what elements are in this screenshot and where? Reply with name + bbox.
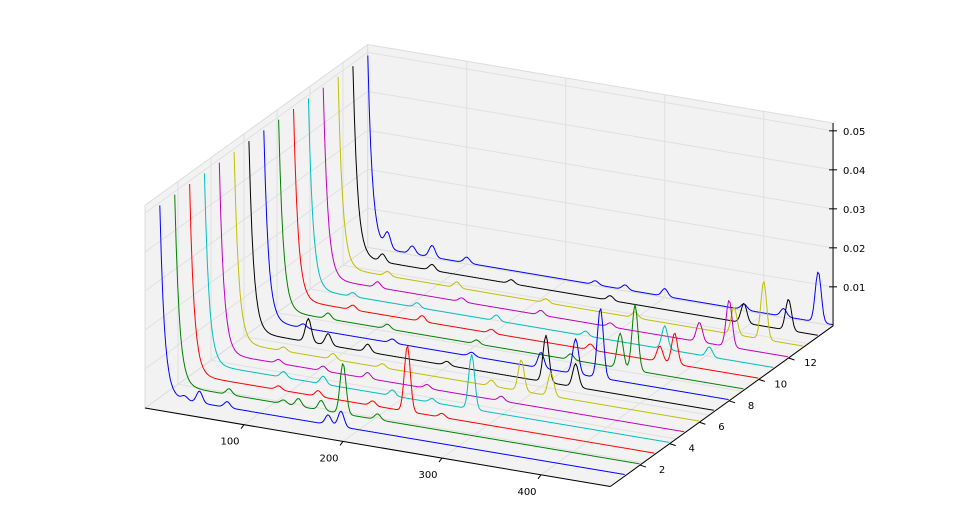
x-axis-line [144,407,611,487]
y-tick-label: 8 [748,401,754,412]
series-line-15 [367,55,833,326]
tick-group: 100 200 300 400 2 4 6 8 10 12 0.01 0.02 0.03 0.04 0.05 [220,127,865,498]
y-tick-mark [639,464,647,468]
y-tick-label: 12 [804,358,817,369]
z-tick-label: 0.04 [843,166,865,177]
grid-line-z [144,207,369,370]
x-tick-label: 100 [220,437,239,448]
grid-line-x [342,280,567,442]
x-tick-mark [537,474,542,480]
series-line-12 [322,87,789,358]
z-tick-label: 0.03 [843,205,865,216]
grid-line-z [367,129,834,210]
series-line-1 [159,205,625,475]
grid-line-y [276,312,743,392]
series-line-7 [248,141,714,411]
grid-line-y [177,383,644,464]
x-tick-mark [438,457,443,463]
y-tick-mark [669,443,676,447]
grid-line-z [144,90,369,253]
x-tick-mark [339,441,344,446]
grid-line-z [144,129,369,292]
axis-lines [144,123,834,487]
series-line-10 [293,108,759,379]
series-line-6 [233,151,699,422]
grid-line-x [243,263,468,426]
series-line-8 [263,130,729,401]
y-tick-label: 6 [718,422,724,433]
grid-line-y [342,264,809,345]
y-tick-mark [728,400,736,404]
y-tick-label: 2 [659,465,665,476]
series-line-9 [278,119,744,390]
grid-line-y [210,359,677,440]
grid-line-z [367,168,834,249]
z-tick-label: 0.01 [843,283,865,294]
series-line-4 [203,173,670,443]
axes-panes [143,43,835,488]
grid-lines [144,51,834,476]
series-line-2 [174,194,640,465]
y-tick-mark [758,378,765,382]
grid-line-z [367,90,834,171]
grid-line-z [367,207,834,288]
grid-line-z [144,168,369,331]
z-tick-label: 0.05 [843,127,865,138]
series-line-14 [352,66,818,336]
x-tick-mark [240,424,245,430]
series-line-13 [337,76,803,347]
z-tick-label: 0.02 [843,244,865,255]
grid-line-y [243,336,710,416]
y-tick-label: 10 [774,379,787,390]
x-tick-label: 400 [517,487,536,498]
series-line-11 [307,98,774,368]
y-axis-line [610,325,834,487]
y-tick-label: 4 [689,444,695,455]
series-group [159,55,833,475]
grid-line-z [144,51,369,214]
x-tick-label: 200 [319,453,338,464]
grid-line-x [441,297,666,459]
y-tick-mark [699,421,706,425]
series-line-5 [218,162,685,433]
grid-line-x [540,313,765,476]
x-tick-label: 300 [418,470,437,481]
series-line-3 [189,183,655,454]
y-tick-mark [788,357,795,361]
grid-line-z [367,51,834,132]
